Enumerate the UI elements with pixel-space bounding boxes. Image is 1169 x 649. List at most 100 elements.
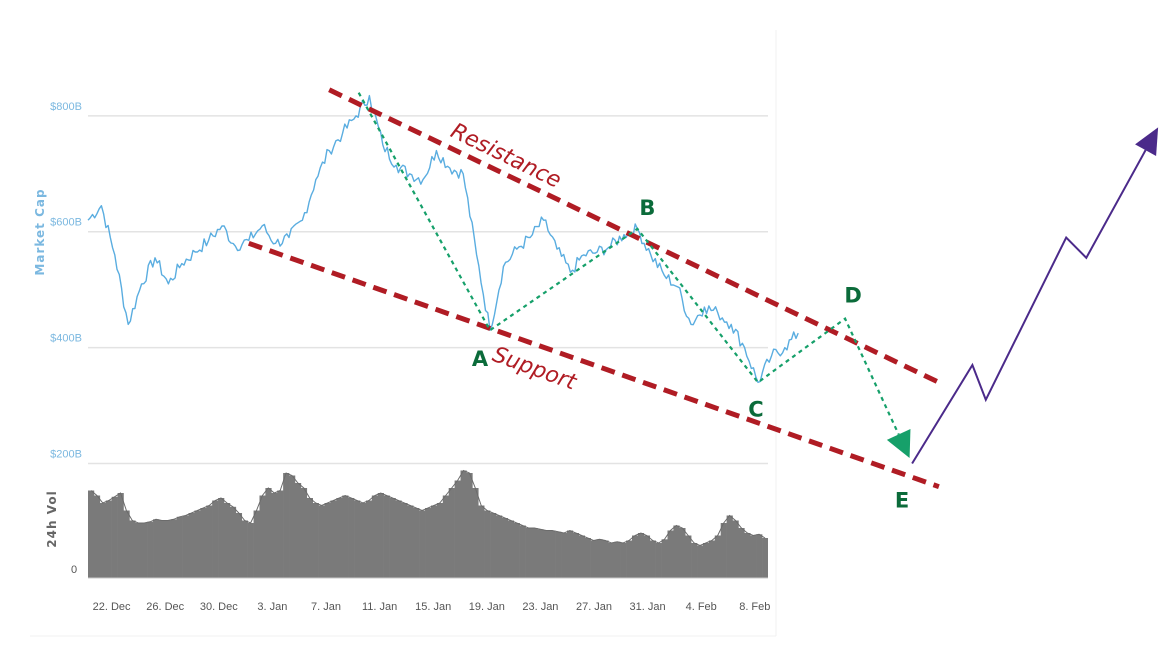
volume-bar [294, 483, 302, 578]
volume-bar [608, 543, 615, 578]
volume-bar [365, 500, 373, 578]
volume-bar [602, 540, 609, 578]
resistance-trendline [328, 87, 940, 385]
volume-bar [537, 529, 544, 578]
volume-bar [519, 525, 526, 578]
volume-bar [241, 520, 248, 578]
volume-bar [466, 473, 473, 578]
volume-bar [212, 500, 219, 578]
volume-bar [561, 533, 568, 578]
volume-bar [123, 510, 130, 578]
volume-bar [141, 523, 148, 578]
volume-bar [194, 510, 201, 578]
volume-bar [176, 516, 183, 578]
volume-bar [513, 523, 520, 578]
volume-bar [324, 503, 331, 578]
volume-bar [224, 503, 231, 578]
x-tick-label: 15. Jan [415, 601, 451, 613]
volume-bar [549, 530, 556, 578]
volume-bar [744, 533, 751, 578]
volume-bar [218, 498, 225, 578]
volume-bar [762, 538, 768, 578]
x-tick-label: 27. Jan [576, 601, 612, 613]
volume-zero-label: 0 [71, 564, 77, 576]
volume-bar [88, 490, 95, 578]
support-label: Support [489, 342, 581, 396]
volume-bar [277, 490, 284, 578]
x-tick-label: 8. Feb [739, 601, 770, 613]
volume-bar [632, 535, 639, 578]
volume-bar [590, 540, 597, 578]
volume-bar [708, 540, 716, 578]
volume-bar [750, 535, 757, 578]
price-series-line [87, 94, 799, 384]
volume-bar [691, 543, 698, 578]
volume-bar [702, 543, 710, 578]
volume-bar [318, 505, 325, 578]
volume-bar [525, 528, 532, 578]
volume-bar [300, 488, 308, 578]
volume-bar [354, 500, 361, 578]
y-tick-label: $800B [50, 101, 82, 113]
volume-bar [182, 515, 189, 578]
volume-bar [442, 495, 449, 578]
volume-bar [371, 495, 379, 578]
projection-arrowhead [1135, 127, 1159, 156]
wave-point-label-a: A [472, 347, 489, 371]
volume-bar [312, 503, 319, 578]
volume-bar [501, 518, 509, 578]
volume-bar [389, 498, 396, 578]
volume-bar [153, 519, 160, 578]
x-tick-label: 7. Jan [311, 601, 341, 613]
volume-bar [732, 520, 739, 578]
volume-bar [620, 543, 627, 578]
volume-bar [99, 503, 107, 578]
volume-bar [430, 505, 438, 578]
volume-bar [643, 535, 651, 578]
volume-bars [88, 470, 768, 578]
volume-bar [714, 535, 721, 578]
wave-point-label-e: E [895, 489, 909, 513]
volume-bar [265, 488, 272, 578]
volume-bar [407, 505, 414, 578]
volume-bar [756, 534, 763, 578]
volume-bar [507, 520, 515, 578]
y-axis-ticks: $200B $400B $600B $800B [50, 101, 82, 461]
volume-bar [306, 498, 313, 578]
volume-bar [117, 493, 124, 578]
x-tick-label: 26. Dec [146, 601, 184, 613]
volume-bar [253, 510, 260, 578]
volume-bar [596, 539, 603, 578]
volume-bar [425, 508, 432, 578]
volume-bar [685, 535, 692, 578]
volume-bar [235, 513, 243, 578]
volume-bar [289, 475, 296, 578]
volume-bar [454, 480, 461, 578]
volume-bar [679, 528, 686, 578]
volume-bar [348, 498, 355, 578]
volume-bar [566, 530, 574, 578]
x-tick-label: 4. Feb [686, 601, 717, 613]
volume-bar [460, 470, 467, 578]
volume-bar [637, 533, 645, 578]
volume-bar [472, 488, 479, 578]
volume-bar [170, 519, 177, 578]
volume-bar [448, 488, 455, 578]
volume-bar [626, 540, 633, 578]
volume-bar [135, 523, 142, 578]
volume-bar [413, 508, 420, 578]
volume-bar [271, 493, 278, 578]
support-trendline [247, 240, 940, 490]
volume-bar [738, 528, 745, 578]
volume-bar [147, 521, 154, 578]
volume-bar [484, 510, 491, 578]
volume-bar [726, 515, 733, 578]
volume-bar [401, 503, 408, 578]
volume-bar [478, 505, 485, 578]
volume-bar [377, 493, 384, 578]
volume-bar [555, 531, 562, 578]
wave-arrowhead [886, 428, 911, 459]
wave-path [357, 92, 900, 435]
volume-bar [129, 520, 136, 578]
volume-axis-title: 24h Vol [45, 490, 59, 547]
